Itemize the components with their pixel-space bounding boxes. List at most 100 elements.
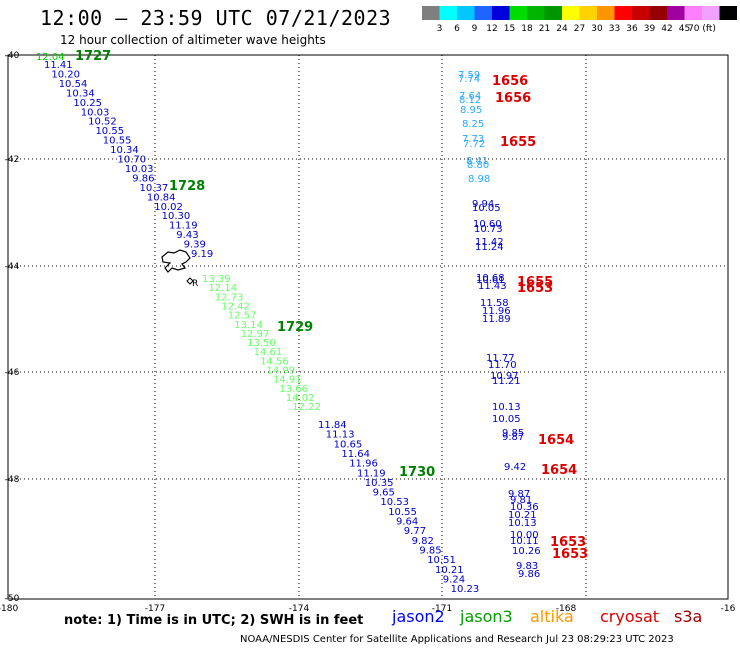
swh-value: 10.37	[140, 183, 169, 194]
swh-value: 12.14	[208, 283, 237, 294]
scale-label: 42	[661, 24, 672, 34]
swh-value: 14.61	[254, 347, 283, 358]
swh-value: 10.35	[365, 478, 394, 489]
swh-value: 14.91	[273, 375, 302, 386]
swh-value: 10.05	[472, 203, 501, 214]
swh-value: 9.85	[502, 428, 524, 439]
swh-value: 10.34	[110, 145, 139, 156]
time-label: 1653	[550, 535, 586, 550]
time-label: 1655	[517, 275, 553, 290]
swh-value: 9.64	[396, 517, 418, 528]
swh-value: 11.96	[482, 306, 511, 317]
scale-swatch	[509, 6, 527, 20]
swh-value: 11.42	[475, 237, 504, 248]
swh-value: 11.21	[492, 376, 521, 387]
swh-value: 12.73	[215, 292, 244, 303]
swh-tracks: 12.0411.4110.2010.5410.3410.2510.0310.52…	[36, 52, 541, 595]
time-label: 1653	[517, 281, 553, 296]
swh-value: 10.11	[510, 536, 539, 547]
swh-value: 9.65	[373, 488, 395, 499]
y-tick-label: -44	[5, 262, 20, 272]
swh-value: 11.58	[480, 298, 509, 309]
credit-line: NOAA/NESDIS Center for Satellite Applica…	[240, 634, 674, 645]
x-tick-label: -180	[0, 604, 18, 614]
swh-value: 7.64	[459, 91, 481, 102]
swh-value: 10.54	[59, 79, 88, 90]
swh-value: 11.43	[478, 281, 507, 292]
swh-value: 10.21	[435, 565, 464, 576]
x-tick-label: -171	[432, 604, 452, 614]
scale-label: 12	[486, 24, 497, 34]
scale-label: 27	[574, 24, 585, 34]
page-subtitle: 12 hour collection of altimeter wave hei…	[60, 33, 326, 47]
scale-label: 45	[679, 24, 690, 34]
swh-value: 9.42	[504, 462, 526, 473]
swh-value: 10.68	[476, 273, 505, 284]
swh-value: 10.20	[51, 69, 80, 80]
y-tick-label: -40	[5, 51, 20, 61]
swh-value: 10.55	[388, 507, 417, 518]
swh-value: 12.22	[292, 402, 321, 413]
scale-swatch	[579, 6, 597, 20]
swh-value: 9.94	[472, 199, 494, 210]
swh-value: 10.36	[510, 502, 539, 513]
swh-value: 11.77	[486, 353, 515, 364]
swh-value: 10.13	[492, 402, 521, 413]
swh-value: 10.53	[380, 497, 409, 508]
scale-label: 15	[504, 24, 515, 34]
swh-value: 11.70	[488, 360, 517, 371]
swh-value: 9.43	[176, 230, 198, 241]
swh-value: 9.82	[412, 536, 434, 547]
swh-value: 8.41	[466, 156, 488, 167]
swh-value: 12.42	[221, 301, 250, 312]
swh-value: 9.81	[510, 495, 532, 506]
swh-value: 11.64	[341, 449, 370, 460]
swh-value: 10.00	[510, 530, 539, 541]
swh-value: 11.96	[349, 459, 378, 470]
swh-value: 13.50	[247, 338, 276, 349]
x-tick-label: -174	[289, 604, 310, 614]
swh-value: 10.25	[73, 98, 102, 109]
scale-label: 36	[626, 24, 638, 34]
time-label: 1653	[552, 547, 588, 562]
scale-swatch	[667, 6, 685, 20]
swh-value: 11.41	[44, 60, 73, 71]
swh-value: 9.24	[443, 574, 465, 585]
time-label: 1729	[277, 320, 313, 335]
swh-value: 7.72	[463, 139, 485, 150]
scale-swatch	[649, 6, 667, 20]
swh-value: 10.34	[66, 88, 95, 99]
swh-value: 11.84	[318, 420, 347, 431]
swh-value: 10.97	[490, 371, 519, 382]
scale-swatch	[474, 6, 492, 20]
legend-s3a: s3a	[674, 607, 703, 626]
scale-label: 24	[556, 24, 568, 34]
plot-frame	[7, 54, 729, 600]
swh-value: 11.89	[482, 314, 511, 325]
swh-value: 10.30	[162, 211, 191, 222]
swh-value: 14.02	[286, 393, 315, 404]
swh-value: 10.55	[103, 136, 132, 147]
scale-swatch	[562, 6, 580, 20]
island-label: R	[192, 279, 198, 289]
scale-swatch	[632, 6, 650, 20]
scale-swatch	[597, 6, 615, 20]
legend-cryosat: cryosat	[600, 607, 660, 626]
footnote: note: 1) Time is in UTC; 2) SWH is in fe…	[64, 613, 364, 628]
swh-value: 10.65	[334, 439, 363, 450]
scale-label: 6	[454, 24, 460, 34]
swh-value: 10.05	[492, 414, 521, 425]
legend-jason2: jason2	[392, 607, 445, 626]
swh-value: 10.73	[474, 224, 503, 235]
scale-swatch	[527, 6, 545, 20]
swh-value: 10.23	[451, 584, 480, 595]
swh-value: 8.12	[459, 95, 481, 106]
swh-value: 8.25	[462, 119, 484, 130]
swh-value: 10.61	[476, 275, 505, 286]
time-label: 1654	[538, 433, 574, 448]
scale-swatch	[422, 6, 440, 20]
swh-value: 10.51	[427, 555, 456, 566]
scale-swatch	[439, 6, 457, 20]
